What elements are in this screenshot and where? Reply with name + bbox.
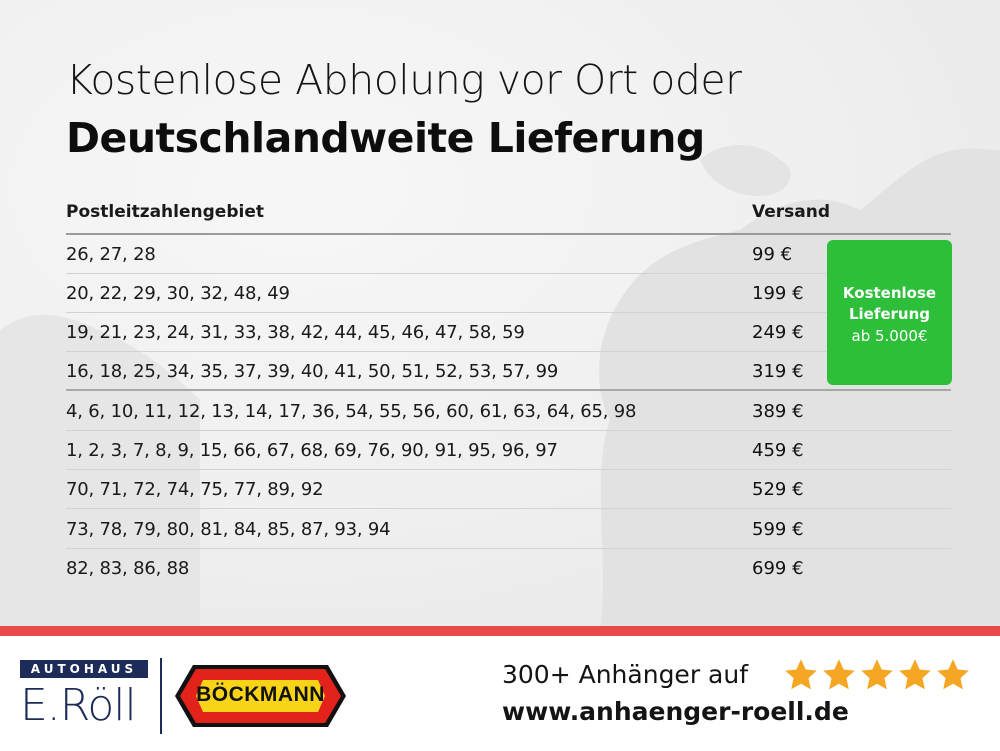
free-delivery-line2: Lieferung [848,305,931,323]
shipping-price: 99 € [752,244,793,265]
star-icon [823,659,855,690]
table-row: 16, 18, 25, 34, 35, 37, 39, 40, 41, 50, … [66,352,951,391]
boeckmann-logo [175,665,346,727]
autohaus-badge: AUTOHAUS [20,660,148,678]
postal-codes: 82, 83, 86, 88 [66,558,190,579]
page-title-line1: Kostenlose Abholung vor Ort oder [66,56,742,104]
postal-codes: 1, 2, 3, 7, 8, 9, 15, 66, 67, 68, 69, 76… [66,440,558,461]
row-divider [66,351,826,352]
star-icon [785,659,817,690]
website-url[interactable]: www.anhaenger-roell.de [502,697,849,726]
table-row: 4, 6, 10, 11, 12, 13, 14, 17, 36, 54, 55… [66,392,951,431]
shipping-price: 249 € [752,322,804,343]
shipping-price: 459 € [752,440,804,461]
row-divider [66,430,951,431]
table-row: 19, 21, 23, 24, 31, 33, 38, 42, 44, 45, … [66,313,951,352]
rating-stars [783,657,971,693]
page-title-line2: Deutschlandweite Lieferung [66,114,705,162]
row-divider [66,273,826,274]
star-icon [937,659,969,690]
logo-divider [160,658,162,734]
table-row: 20, 22, 29, 30, 32, 48, 49 199 € [66,274,951,313]
row-divider [66,548,951,549]
free-delivery-badge: Kostenlose Lieferung ab 5.000€ [827,240,952,385]
postal-codes: 19, 21, 23, 24, 31, 33, 38, 42, 44, 45, … [66,322,525,343]
star-icon [899,659,931,690]
free-delivery-line1: Kostenlose [842,284,937,302]
boeckmann-wordmark: BÖCKMANN [196,683,325,706]
shipping-price: 699 € [752,558,804,579]
shipping-price: 529 € [752,479,804,500]
footer-accent-bar [0,626,1000,636]
row-divider [66,469,951,470]
header-divider [66,233,951,235]
postal-codes: 4, 6, 10, 11, 12, 13, 14, 17, 36, 54, 55… [66,401,637,422]
star-icon [861,659,893,690]
shipping-price: 319 € [752,361,804,382]
column-header-shipping: Versand [752,202,831,222]
footer [0,636,1000,751]
column-header-postal: Postleitzahlengebiet [66,202,264,222]
postal-codes: 16, 18, 25, 34, 35, 37, 39, 40, 41, 50, … [66,361,559,382]
table-row: 70, 71, 72, 74, 75, 77, 89, 92 529 € [66,470,951,509]
table-row: 73, 78, 79, 80, 81, 84, 85, 87, 93, 94 5… [66,510,951,549]
shipping-price: 389 € [752,401,804,422]
table-row: 82, 83, 86, 88 699 € [66,549,951,588]
shipping-price: 199 € [752,283,804,304]
postal-codes: 73, 78, 79, 80, 81, 84, 85, 87, 93, 94 [66,519,391,540]
postal-codes: 20, 22, 29, 30, 32, 48, 49 [66,283,290,304]
table-row: 1, 2, 3, 7, 8, 9, 15, 66, 67, 68, 69, 76… [66,431,951,470]
free-delivery-threshold: ab 5.000€ [851,327,928,345]
row-divider [66,389,951,391]
autohaus-roell-logo: AUTOHAUS E.Röll [20,660,148,734]
postal-codes: 70, 71, 72, 74, 75, 77, 89, 92 [66,479,324,500]
row-divider [66,312,826,313]
shipping-price: 599 € [752,519,804,540]
roell-wordmark: E.Röll [20,680,137,731]
postal-codes: 26, 27, 28 [66,244,156,265]
table-row: 26, 27, 28 99 € [66,235,951,274]
trailer-count-tagline: 300+ Anhänger auf [502,660,749,689]
row-divider [66,508,951,509]
